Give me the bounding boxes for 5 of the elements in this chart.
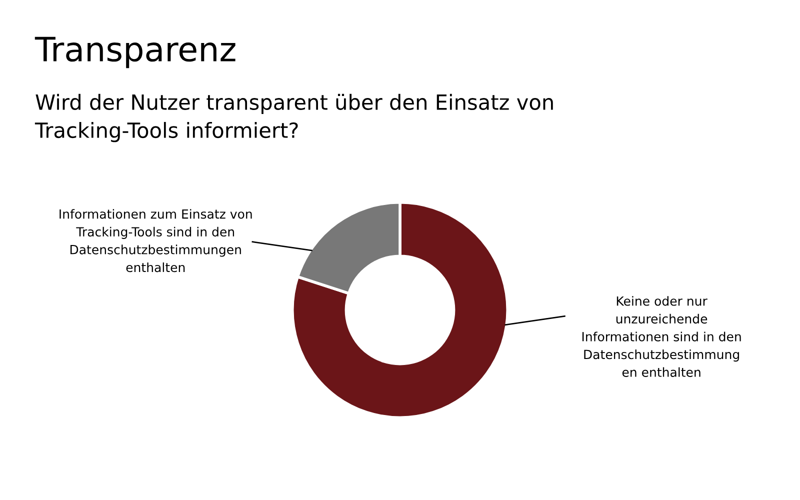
chart-subtitle: Wird der Nutzer transparent über den Einsatz von Tracking-Tools informiert? [34, 94, 553, 142]
chart-title: Transparenz [34, 36, 236, 68]
donut-slice [290, 200, 510, 420]
slice-label: Keine oder nur unzureichende Informationen sind in den Datenschutzbestimmung en enthalten [582, 296, 741, 377]
slice-label: Informationen zum Einsatz von Tracking-Tools sind in den Datenschutzbestimmungen enthalten [60, 209, 252, 272]
